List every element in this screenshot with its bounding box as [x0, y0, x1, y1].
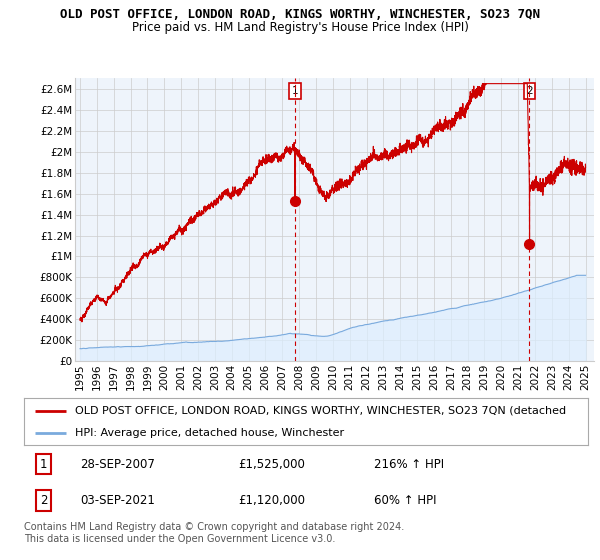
Text: 2: 2 — [40, 494, 47, 507]
Text: 03-SEP-2021: 03-SEP-2021 — [80, 494, 155, 507]
Text: 2: 2 — [526, 86, 533, 96]
Text: HPI: Average price, detached house, Winchester: HPI: Average price, detached house, Winc… — [75, 428, 344, 438]
Text: 28-SEP-2007: 28-SEP-2007 — [80, 458, 155, 470]
Text: 1: 1 — [292, 86, 298, 96]
Text: OLD POST OFFICE, LONDON ROAD, KINGS WORTHY, WINCHESTER, SO23 7QN: OLD POST OFFICE, LONDON ROAD, KINGS WORT… — [60, 8, 540, 21]
Text: Price paid vs. HM Land Registry's House Price Index (HPI): Price paid vs. HM Land Registry's House … — [131, 21, 469, 34]
Text: 1: 1 — [40, 458, 47, 470]
Text: Contains HM Land Registry data © Crown copyright and database right 2024.
This d: Contains HM Land Registry data © Crown c… — [24, 522, 404, 544]
Text: £1,120,000: £1,120,000 — [238, 494, 305, 507]
Text: £1,525,000: £1,525,000 — [238, 458, 305, 470]
Text: 60% ↑ HPI: 60% ↑ HPI — [374, 494, 436, 507]
Text: 216% ↑ HPI: 216% ↑ HPI — [374, 458, 444, 470]
Text: OLD POST OFFICE, LONDON ROAD, KINGS WORTHY, WINCHESTER, SO23 7QN (detached: OLD POST OFFICE, LONDON ROAD, KINGS WORT… — [75, 406, 566, 416]
